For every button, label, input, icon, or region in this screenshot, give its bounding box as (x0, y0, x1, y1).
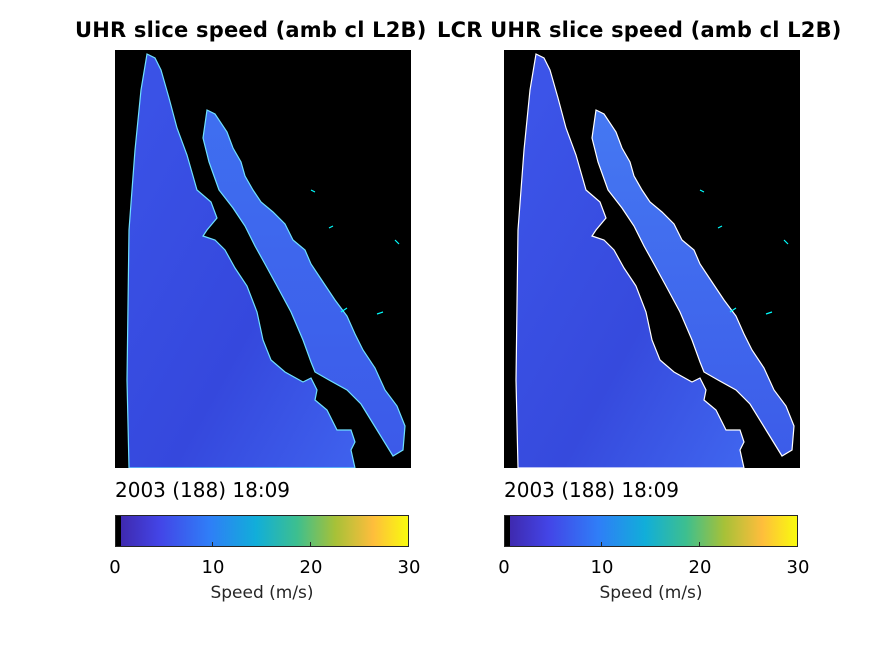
colorbar-label: Speed (m/s) (599, 583, 703, 603)
tick-label: 30 (786, 557, 810, 578)
gulf-region (591, 109, 795, 457)
gulf-region (202, 109, 406, 457)
left-panel: UHR slice speed (amb cl L2B) 2003 (188) … (0, 0, 426, 663)
tick-label: 20 (688, 557, 712, 578)
colorbar (115, 515, 409, 547)
coast-fragment (699, 189, 789, 315)
ocean-region (515, 53, 745, 468)
colorbar-ticks: 0 10 20 30 (109, 542, 420, 587)
coast-fragment (310, 189, 400, 315)
ocean-region (126, 53, 356, 468)
tick-label: 10 (201, 557, 225, 578)
colorbar (504, 515, 798, 547)
tick-label: 30 (397, 557, 421, 578)
tick-label: 0 (498, 557, 510, 578)
timestamp: 2003 (188) 18:09 (115, 478, 291, 502)
speed-map (115, 50, 411, 468)
tick-label: 10 (590, 557, 614, 578)
timestamp: 2003 (188) 18:09 (504, 478, 680, 502)
colorbar-label: Speed (m/s) (210, 583, 314, 603)
right-panel: LCR UHR slice speed (amb cl L2B) 2003 (1… (389, 0, 841, 663)
speed-map (504, 50, 800, 468)
colorbar-ticks: 0 10 20 30 (498, 542, 809, 587)
tick-label: 20 (299, 557, 323, 578)
chart-title: UHR slice speed (amb cl L2B) (75, 18, 427, 42)
chart-title: LCR UHR slice speed (amb cl L2B) (437, 18, 842, 42)
tick-label: 0 (109, 557, 121, 578)
